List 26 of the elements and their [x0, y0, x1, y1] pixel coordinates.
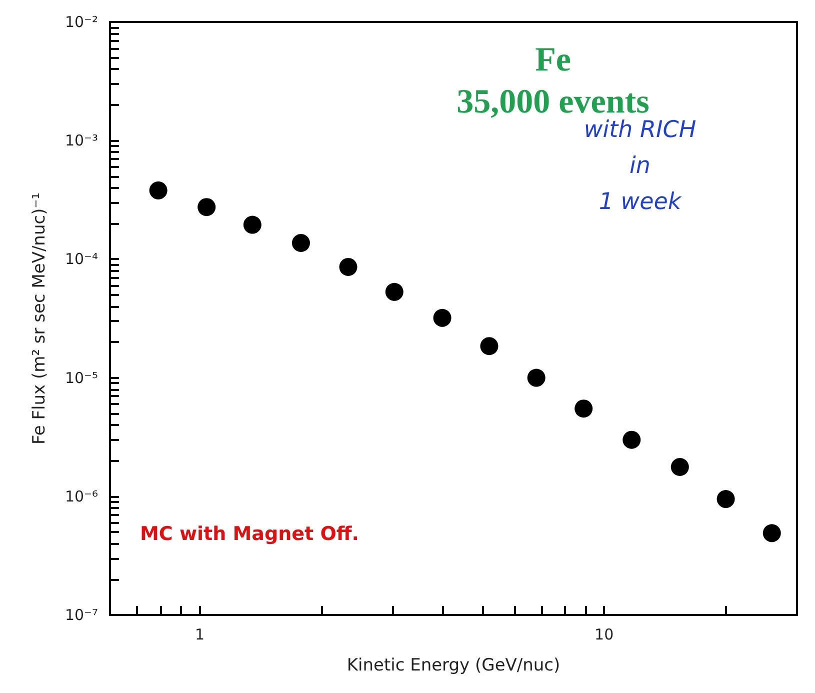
y-tick-label: 10⁻² [64, 13, 98, 31]
annotation: MC with Magnet Off. [140, 523, 359, 545]
point [243, 216, 262, 234]
x-tick-label: 10 [594, 626, 614, 644]
x-tick-label: 1 [194, 626, 204, 644]
point [527, 368, 546, 387]
point [480, 337, 498, 356]
y-tick-label: 10⁻⁴ [64, 250, 98, 268]
point [716, 490, 735, 508]
point [292, 234, 310, 252]
y-tick-label: 10⁻³ [64, 132, 98, 150]
point [622, 430, 641, 449]
y-axis-title: Fe Flux (m² sr sec MeV/nuc)⁻¹ [30, 192, 50, 444]
point [574, 400, 593, 418]
point [670, 458, 689, 476]
point [198, 198, 216, 216]
y-tick-label: 10⁻⁵ [64, 368, 98, 387]
point [433, 308, 452, 327]
point [339, 258, 358, 276]
point [149, 181, 168, 200]
y-tick-label: 10⁻⁷ [64, 606, 98, 624]
y-tick-label: 10⁻⁶ [64, 487, 98, 506]
point [385, 282, 404, 301]
point [762, 524, 781, 542]
text: Fe [535, 42, 571, 78]
x-axis-title: Kinetic Energy (GeV/nuc) [346, 656, 560, 676]
